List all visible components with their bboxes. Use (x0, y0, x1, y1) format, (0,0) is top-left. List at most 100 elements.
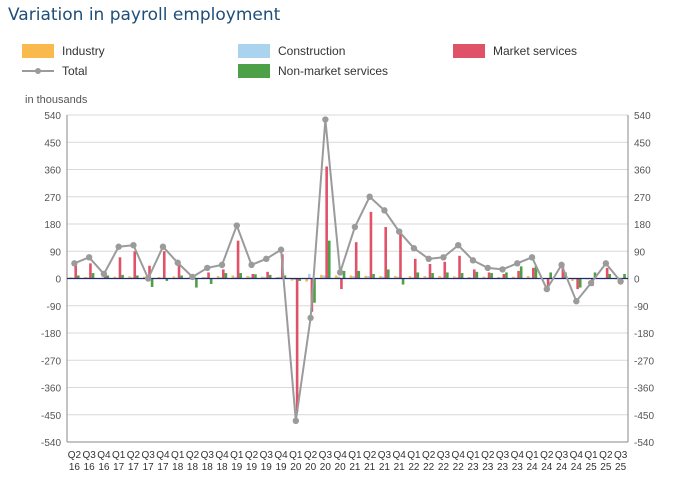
x-tick-label-quarter: Q2 (127, 450, 141, 461)
y-tick-label-left: 270 (44, 193, 61, 204)
total-point (499, 266, 506, 273)
bar-nonmarket (593, 272, 597, 279)
x-tick-label-year: 24 (556, 462, 568, 473)
x-tick-label-quarter: Q2 (304, 450, 318, 461)
bar-construction (426, 277, 429, 279)
bar-nonmarket (224, 273, 228, 279)
bar-market (472, 269, 476, 279)
bar-nonmarket (254, 274, 257, 279)
bar-construction (455, 277, 459, 279)
bar-industry (172, 276, 176, 279)
x-tick-label-year: 22 (438, 462, 450, 473)
bar-industry (202, 276, 205, 279)
bar-construction (307, 273, 311, 279)
x-tick-label-quarter: Q1 (584, 450, 598, 461)
y-tick-label-right: 360 (634, 166, 651, 177)
bar-nonmarket (165, 278, 169, 281)
legend-item-market-services[interactable]: Market services (453, 44, 577, 58)
x-tick-label-quarter: Q4 (452, 450, 466, 461)
x-tick-label-quarter: Q2 (363, 450, 377, 461)
total-point (425, 255, 432, 263)
total-point (189, 273, 196, 281)
legend-item-total[interactable]: Total (22, 64, 87, 78)
total-point (130, 241, 137, 249)
x-tick-label-quarter: Q1 (348, 450, 362, 461)
bar-industry (512, 276, 515, 279)
x-tick-label-quarter: Q4 (97, 450, 111, 461)
total-point (351, 223, 359, 231)
total-point (587, 279, 595, 287)
x-tick-label-year: 17 (143, 462, 155, 473)
bar-industry (305, 278, 308, 282)
x-tick-label-quarter: Q1 (466, 450, 480, 461)
x-tick-label-quarter: Q2 (481, 450, 495, 461)
bar-nonmarket (534, 266, 538, 279)
total-line-swatch (22, 64, 54, 78)
x-tick-label-year: 20 (320, 462, 332, 473)
bar-market (561, 264, 565, 279)
bar-nonmarket (549, 272, 553, 279)
legend-item-construction[interactable]: Construction (238, 44, 345, 58)
bar-industry (216, 276, 220, 279)
legend-item-non-market-services[interactable]: Non-market services (238, 64, 388, 78)
total-point (100, 270, 108, 278)
y-tick-label-left: 180 (44, 220, 61, 231)
x-tick-label-year: 22 (408, 462, 420, 473)
total-point (455, 241, 462, 249)
bar-market (295, 278, 299, 412)
legend-label-non-market-services: Non-market services (278, 64, 389, 78)
y-tick-label-right: -540 (634, 438, 654, 449)
x-tick-label-quarter: Q3 (319, 450, 333, 461)
total-point (617, 278, 624, 285)
x-tick-label-year: 19 (231, 462, 243, 473)
total-point (469, 257, 477, 264)
bar-construction (219, 277, 223, 279)
total-line (74, 119, 622, 421)
x-tick-label-quarter: Q3 (378, 450, 392, 461)
total-point (322, 116, 329, 123)
total-point (144, 275, 152, 282)
x-tick-label-year: 20 (335, 462, 347, 473)
y-axis-unit-label: in thousands (25, 94, 88, 106)
x-tick-label-quarter: Q2 (245, 450, 259, 461)
x-tick-label-year: 17 (128, 462, 140, 473)
bar-industry (275, 276, 279, 279)
x-tick-label-quarter: Q1 (171, 450, 185, 461)
x-tick-label-quarter: Q2 (186, 450, 200, 461)
bar-nonmarket (475, 271, 479, 279)
bar-nonmarket (342, 270, 346, 279)
x-tick-label-year: 18 (172, 462, 184, 473)
total-point (248, 261, 255, 269)
bar-market (354, 242, 358, 279)
bar-market (487, 272, 491, 279)
total-point (528, 254, 536, 261)
bar-market (605, 267, 609, 279)
bar-market (222, 269, 225, 279)
y-tick-label-right: 540 (634, 111, 651, 122)
x-tick-label-year: 22 (423, 462, 435, 473)
bar-nonmarket (357, 270, 361, 279)
bar-market (251, 273, 255, 279)
x-tick-label-quarter: Q4 (511, 450, 525, 461)
bar-nonmarket (608, 273, 612, 279)
bar-industry (438, 276, 441, 279)
bar-industry (157, 276, 161, 279)
x-tick-label-quarter: Q3 (555, 450, 569, 461)
x-tick-label-year: 21 (364, 462, 376, 473)
bar-construction (381, 276, 385, 279)
x-tick-label-year: 17 (113, 462, 125, 473)
x-tick-label-quarter: Q1 (289, 450, 303, 461)
bar-industry (69, 277, 72, 279)
bar-market (458, 255, 461, 279)
construction-swatch (238, 44, 270, 58)
legend-item-industry[interactable]: Industry (22, 44, 105, 58)
y-tick-label-left: 450 (44, 138, 61, 149)
y-tick-label-right: 180 (634, 220, 651, 231)
bar-nonmarket (313, 278, 316, 303)
bar-nonmarket (578, 278, 582, 288)
bar-market (443, 261, 447, 279)
total-point (159, 243, 167, 250)
bar-industry (246, 276, 249, 279)
bar-nonmarket (121, 274, 124, 279)
